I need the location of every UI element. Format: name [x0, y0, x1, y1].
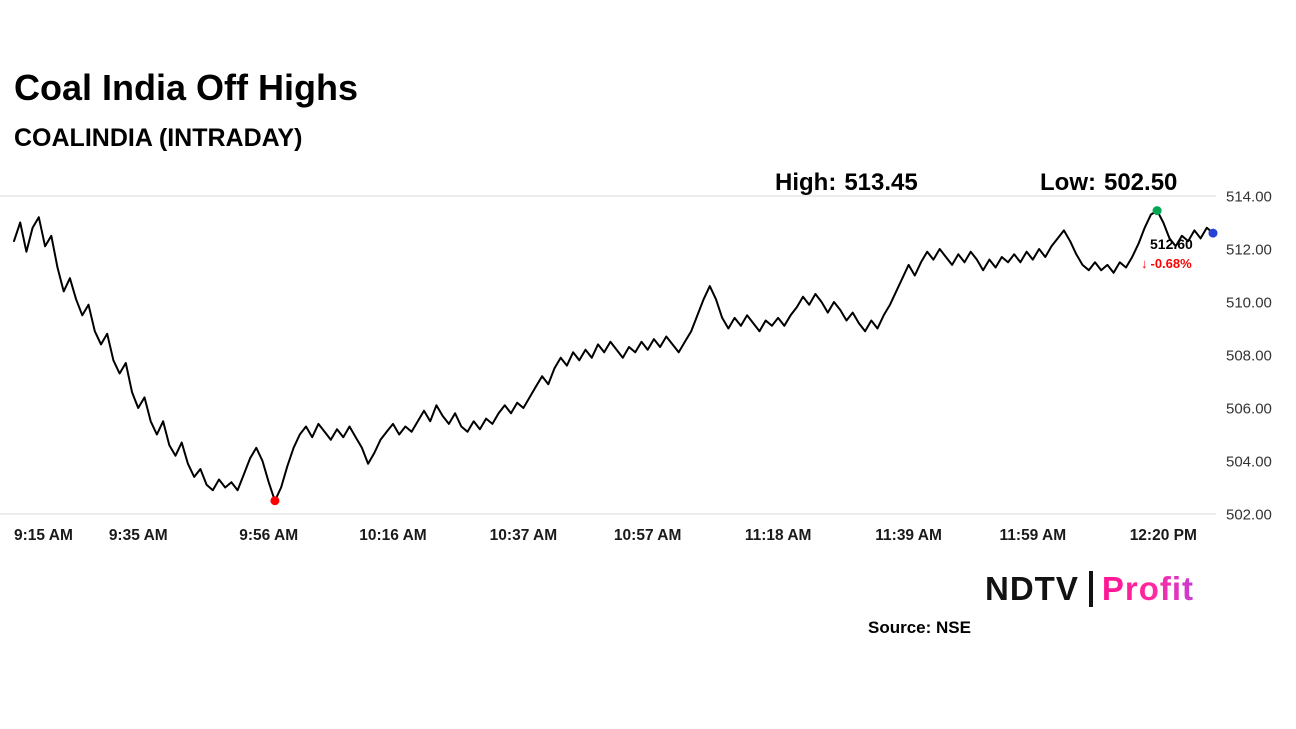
x-tick-label: 10:57 AM [614, 527, 681, 544]
logo-divider [1088, 571, 1093, 607]
high-label: High: [775, 169, 837, 196]
x-tick-label: 11:59 AM [1000, 527, 1067, 544]
low-marker-dot [270, 496, 280, 506]
x-tick-label: 12:20 PM [1130, 527, 1197, 544]
last-marker-dot [1208, 228, 1218, 238]
y-tick-label: 502.00 [1226, 507, 1272, 524]
x-tick-label: 9:15 AM [14, 527, 73, 544]
chart-subtitle: COALINDIA (INTRADAY) [14, 124, 303, 152]
page-title: Coal India Off Highs [14, 67, 359, 108]
last-price-label: 512.60 [1150, 236, 1193, 252]
y-tick-label: 514.00 [1226, 189, 1272, 206]
ndtv-logo-text: NDTV [985, 570, 1079, 607]
low-value: 502.50 [1103, 169, 1178, 196]
high-marker-dot [1152, 206, 1162, 216]
ndtv-profit-logo: NDTV Profit [985, 570, 1194, 608]
x-tick-label: 9:35 AM [109, 527, 168, 544]
y-tick-label: 506.00 [1226, 401, 1272, 418]
y-tick-label: 512.00 [1226, 242, 1272, 259]
down-arrow-icon: ↓ [1141, 256, 1148, 271]
y-tick-label: 508.00 [1226, 348, 1272, 365]
y-tick-label: 510.00 [1226, 295, 1272, 312]
high-value: 513.45 [844, 169, 918, 196]
y-tick-label: 504.00 [1226, 454, 1272, 471]
source-attribution: Source: NSE [868, 618, 971, 637]
x-tick-label: 9:56 AM [239, 527, 298, 544]
x-tick-label: 10:37 AM [490, 527, 557, 544]
x-tick-label: 11:18 AM [745, 527, 812, 544]
x-tick-label: 10:16 AM [359, 527, 426, 544]
profit-logo-text: Profit [1101, 570, 1195, 607]
x-tick-label: 11:39 AM [875, 527, 942, 544]
low-label: Low: [1040, 169, 1096, 196]
last-change-value: -0.68% [1150, 256, 1192, 271]
last-change-label: ↓ -0.68% [1141, 256, 1192, 271]
high-annotation: High: 513.45 [775, 169, 918, 197]
low-annotation: Low: 502.50 [1040, 169, 1177, 197]
price-line [13, 209, 1214, 502]
